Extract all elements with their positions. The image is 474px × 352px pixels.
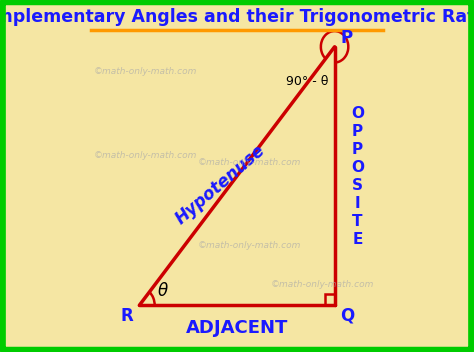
- Text: P: P: [341, 29, 353, 47]
- Text: Complementary Angles and their Trigonometric Ratios: Complementary Angles and their Trigonome…: [0, 8, 474, 26]
- Text: ©math-only-math.com: ©math-only-math.com: [271, 280, 374, 289]
- Text: ©math-only-math.com: ©math-only-math.com: [94, 67, 197, 76]
- Text: ©math-only-math.com: ©math-only-math.com: [94, 151, 197, 159]
- Text: Q: Q: [340, 307, 354, 325]
- Text: Hypotenuse: Hypotenuse: [172, 142, 269, 228]
- Text: R: R: [121, 307, 134, 325]
- Text: ADJACENT: ADJACENT: [186, 319, 288, 337]
- Text: θ: θ: [157, 282, 167, 300]
- Text: O
P
P
O
S
I
T
E: O P P O S I T E: [351, 106, 364, 246]
- Text: 90° - θ: 90° - θ: [286, 75, 328, 88]
- Text: ©math-only-math.com: ©math-only-math.com: [198, 158, 301, 166]
- Text: ©math-only-math.com: ©math-only-math.com: [198, 241, 301, 250]
